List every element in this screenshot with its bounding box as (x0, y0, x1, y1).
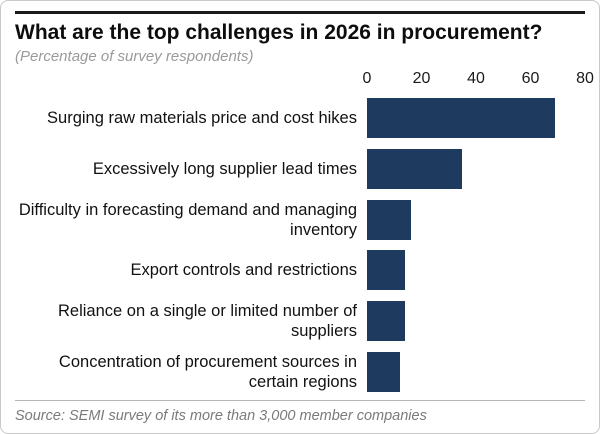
chart-title: What are the top challenges in 2026 in p… (15, 21, 543, 44)
axis-label-spacer (15, 69, 367, 93)
bar-row: Excessively long supplier lead times (15, 144, 585, 195)
bar-track (367, 346, 585, 397)
category-label: Surging raw materials price and cost hik… (47, 109, 357, 128)
axis-ticks: 0 20 40 60 80 (363, 69, 594, 93)
bar-track (367, 296, 585, 347)
x-axis: 0 20 40 60 80 (15, 69, 594, 93)
axis-tick: 0 (362, 70, 372, 88)
category-label: Concentration of procurement sources in … (58, 352, 357, 391)
axis-tick: 60 (521, 70, 540, 88)
bar-track (367, 93, 585, 144)
axis-tick: 40 (467, 70, 485, 88)
bar-row: Concentration of procurement sources in … (15, 346, 585, 397)
bar-track (367, 144, 585, 195)
category-label: Excessively long supplier lead times (92, 160, 357, 179)
category-label: Difficulty in forecasting demand and man… (18, 200, 357, 239)
top-rule (15, 11, 585, 14)
axis-tick: 80 (576, 70, 594, 88)
bar-row: Difficulty in forecasting demand and man… (15, 194, 585, 245)
bar (367, 149, 463, 190)
source-note: Source: SEMI survey of its more than 3,0… (15, 408, 427, 424)
bar-chart: 0 20 40 60 80 Surging raw materials pric… (15, 69, 594, 397)
axis-tick: 20 (412, 70, 431, 88)
footer-divider (15, 400, 585, 401)
bar (367, 199, 411, 240)
bar-row: Export controls and restrictions (15, 245, 585, 296)
bar-row: Surging raw materials price and cost hik… (15, 93, 585, 144)
chart-subtitle: (Percentage of survey respondents) (15, 48, 254, 66)
bar-track (367, 245, 585, 296)
bar (367, 351, 400, 392)
category-label: Export controls and restrictions (130, 261, 357, 280)
bar (367, 250, 406, 291)
bar (367, 301, 406, 342)
bar-track (367, 194, 585, 245)
category-label: Reliance on a single or limited number o… (58, 301, 357, 341)
bar-row: Reliance on a single or limited number o… (15, 296, 585, 347)
bar (367, 98, 556, 139)
